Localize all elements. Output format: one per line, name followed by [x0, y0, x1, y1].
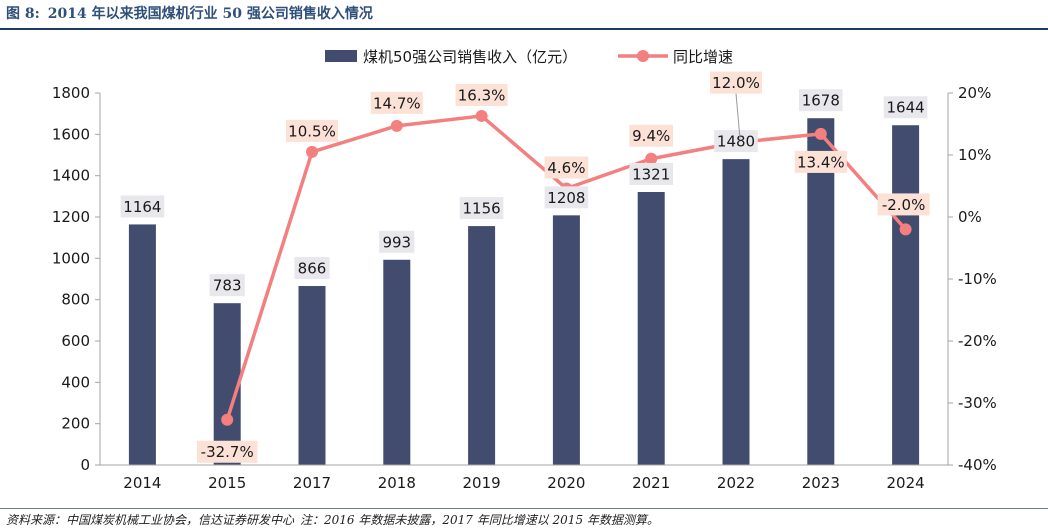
legend-line-label: 同比增速	[673, 48, 733, 66]
y2-tick-label: -10%	[958, 270, 997, 288]
source-text: 资料来源：中国煤炭机械工业协会，信达证券研发中心	[6, 513, 295, 527]
legend-line-marker	[637, 50, 649, 62]
bar-2021	[637, 191, 665, 465]
growth-point-2018	[390, 119, 403, 132]
y-tick-label: 1800	[52, 84, 90, 102]
figure-label: 图 8:	[6, 6, 40, 22]
bar-label-2017-bg	[294, 257, 330, 280]
y2-tick-label: -30%	[958, 394, 997, 412]
bar-2014	[128, 224, 156, 465]
bar-label-2021: 1321	[632, 165, 670, 183]
growth-label-2021: 9.4%	[632, 127, 670, 145]
y-tick-label: 800	[61, 291, 90, 309]
bar-label-2019-bg	[459, 197, 504, 220]
y-tick-label: 400	[61, 373, 90, 391]
x-tick-label: 2015	[208, 474, 246, 492]
growth-label-leader	[735, 93, 741, 139]
growth-label-2020-bg	[544, 156, 589, 179]
y-tick-label: 1400	[52, 167, 90, 185]
title-rule	[0, 28, 1048, 30]
growth-point-2024	[899, 223, 912, 236]
x-tick-label: 2020	[547, 474, 585, 492]
bar-2020	[552, 215, 580, 465]
x-tick-label: 2019	[463, 474, 501, 492]
x-tick-label: 2017	[293, 474, 331, 492]
bar-label-2023: 1678	[802, 92, 840, 110]
growth-label-2019: 16.3%	[458, 86, 506, 104]
growth-label-2017-bg	[286, 119, 338, 142]
x-tick-label: 2014	[123, 474, 161, 492]
growth-point-2019	[475, 109, 488, 122]
y-tick-label: 1600	[52, 125, 90, 143]
growth-point-2015	[221, 413, 234, 426]
growth-point-2017	[306, 145, 318, 158]
figure-title-text: 2014 年以来我国煤机行业 50 强公司销售收入情况	[47, 6, 373, 22]
figure-title: 图 8: 2014 年以来我国煤机行业 50 强公司销售收入情况	[6, 4, 373, 24]
bar-label-2014-bg	[120, 195, 165, 218]
bar-2019	[468, 226, 496, 465]
growth-label-2018-bg	[370, 91, 423, 114]
bar-2022	[722, 159, 750, 465]
growth-label-2024: -2.0%	[882, 196, 926, 214]
bar-label-2018: 993	[382, 233, 411, 251]
bar-label-2020: 1208	[547, 189, 585, 207]
legend-bar-label: 煤机50强公司销售收入（亿元）	[363, 48, 577, 66]
growth-label-2018: 14.7%	[373, 94, 421, 112]
bar-label-2018-bg	[379, 230, 415, 253]
y2-tick-label: 0%	[958, 208, 982, 226]
footer-rule	[0, 508, 1048, 509]
growth-label-2015: -32.7%	[201, 443, 254, 461]
source-note: 资料来源：中国煤炭机械工业协会，信达证券研发中心 注：2016 年数据未披露，20…	[6, 511, 659, 529]
y-tick-label: 200	[61, 415, 90, 433]
growth-point-2021	[645, 152, 658, 165]
footnote-text: 注：2016 年数据未披露，2017 年同比增速以 2015 年数据测算。	[300, 513, 659, 527]
bar-label-2020-bg	[544, 186, 589, 209]
growth-label-2020: 4.6%	[547, 159, 585, 177]
bar-label-2024-bg	[883, 96, 928, 119]
bar-label-2021-bg	[629, 162, 673, 185]
growth-label-2017: 10.5%	[288, 122, 336, 140]
y2-tick-label: -20%	[958, 332, 997, 350]
x-tick-label: 2024	[887, 474, 925, 492]
y2-tick-label: 20%	[958, 84, 991, 102]
x-tick-label: 2018	[378, 474, 416, 492]
chart: 0 200 400 600 800 1000 1200 1400 1600 1800 -40% -30…	[52, 48, 997, 492]
y2-tick-label: 10%	[958, 146, 991, 164]
y-tick-label: 1200	[52, 208, 90, 226]
growth-label-2023-bg	[794, 150, 847, 173]
bar-2023	[807, 118, 835, 466]
bar-2018	[383, 259, 411, 465]
bar-label-2017: 866	[298, 260, 327, 278]
x-tick-label: 2021	[632, 474, 670, 492]
bar-2024	[892, 125, 920, 466]
growth-label-2015-bg	[197, 440, 258, 463]
bar-label-2014: 1164	[123, 198, 161, 216]
bar-label-2022-bg	[714, 130, 758, 153]
x-tick-label: 2022	[717, 474, 755, 492]
growth-point-2023	[814, 127, 827, 140]
legend-bar-swatch	[325, 50, 357, 62]
bar-label-2022: 1480	[717, 133, 755, 151]
growth-label-2021-bg	[629, 124, 673, 147]
bar-label-2015-bg	[209, 274, 245, 297]
bar-label-2024: 1644	[887, 99, 925, 117]
y-tick-label: 0	[80, 456, 90, 474]
bar-label-2023-bg	[799, 89, 843, 112]
bar-2017	[298, 286, 326, 465]
x-tick-label: 2023	[802, 474, 840, 492]
bar-2015	[213, 303, 241, 465]
growth-label-2022: 12.0%	[712, 74, 760, 92]
y-tick-label: 600	[61, 332, 90, 350]
growth-label-2023: 13.4%	[797, 153, 845, 171]
growth-label-2022-bg	[710, 71, 762, 94]
y2-tick-label: -40%	[958, 456, 997, 474]
bar-label-2015: 783	[213, 277, 242, 295]
growth-label-2024-bg	[877, 193, 930, 216]
bar-label-2019: 1156	[463, 200, 501, 218]
growth-label-2019-bg	[455, 83, 508, 106]
y-tick-label: 1000	[52, 249, 90, 267]
